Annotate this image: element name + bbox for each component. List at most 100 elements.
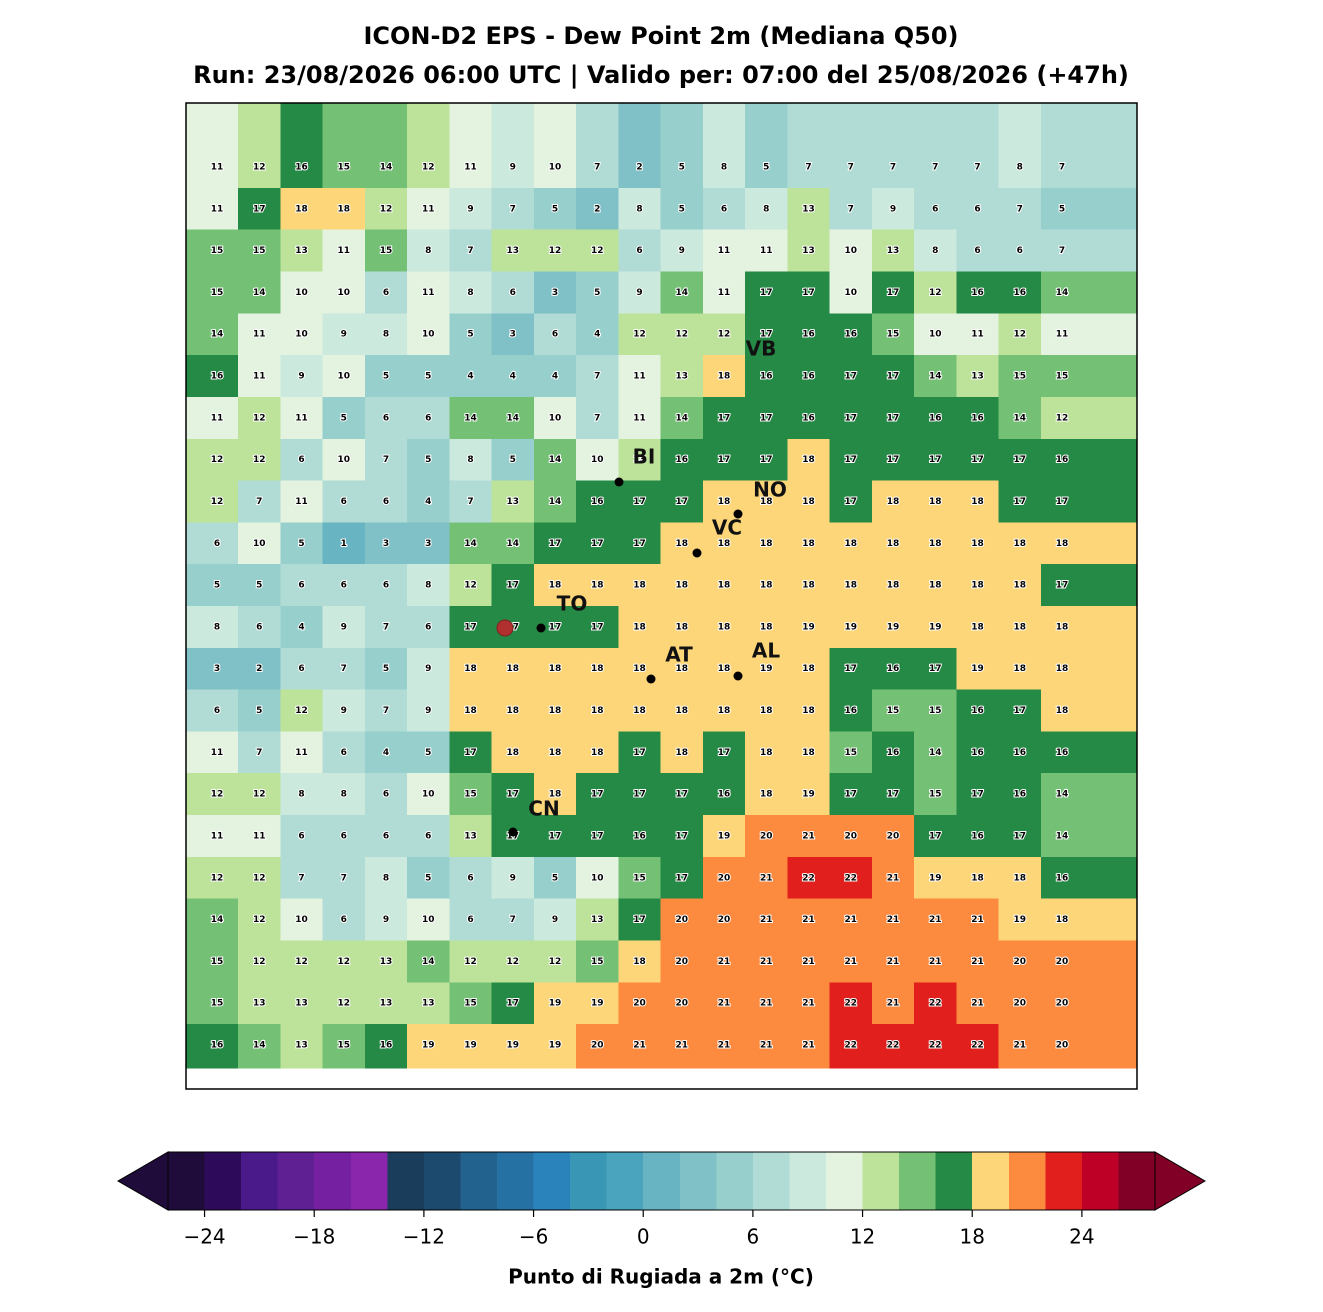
grid-value: 10 <box>295 288 308 298</box>
grid-cell <box>576 522 619 565</box>
grid-value: 22 <box>971 1041 984 1051</box>
grid-cell <box>618 187 662 231</box>
grid-cell <box>186 564 239 607</box>
grid-cell <box>702 103 746 189</box>
grid-cell <box>576 229 619 273</box>
grid-cell <box>956 103 1000 189</box>
grid-cell <box>660 773 704 816</box>
grid-cell <box>618 396 662 440</box>
grid-cell <box>322 856 366 900</box>
grid-value: 4 <box>298 622 304 632</box>
grid-value: 6 <box>636 246 642 256</box>
grid-value: 22 <box>929 1041 942 1051</box>
colorbar-bin <box>1081 1152 1119 1210</box>
grid-cell <box>914 689 957 732</box>
grid-value: 14 <box>253 1041 266 1051</box>
grid-value: 17 <box>929 831 942 841</box>
grid-cell <box>280 396 324 440</box>
grid-value: 17 <box>718 413 731 423</box>
colorbar-bin <box>241 1152 279 1210</box>
city-dot <box>733 671 743 681</box>
colorbar-bin <box>972 1152 1010 1210</box>
grid-value: 17 <box>929 664 942 674</box>
grid-cell <box>1040 898 1138 941</box>
grid-cell <box>618 731 662 774</box>
grid-value: 18 <box>633 664 646 674</box>
grid-cell <box>186 647 239 691</box>
grid-cell <box>745 1024 788 1069</box>
grid-value: 20 <box>591 1041 604 1051</box>
grid-cell <box>745 773 788 816</box>
grid-cell <box>407 940 450 983</box>
grid-cell <box>280 815 324 858</box>
grid-value: 13 <box>295 999 308 1009</box>
grid-cell <box>871 271 915 314</box>
grid-value: 13 <box>506 497 519 507</box>
grid-value: 11 <box>295 748 308 758</box>
grid-value: 6 <box>467 915 473 925</box>
grid-value: 22 <box>844 873 857 883</box>
colorbar-bin <box>533 1152 571 1210</box>
grid-value: 12 <box>253 873 266 883</box>
grid-value: 13 <box>802 204 815 214</box>
grid-value: 17 <box>1013 455 1026 465</box>
grid-value: 11 <box>211 831 224 841</box>
grid-cell <box>576 438 619 482</box>
grid-value: 7 <box>1059 246 1065 256</box>
grid-cell <box>186 982 239 1025</box>
grid-cell <box>491 564 535 607</box>
grid-cell <box>449 480 493 523</box>
grid-value: 18 <box>971 873 984 883</box>
grid-cell <box>829 982 873 1025</box>
grid-cell <box>660 438 704 482</box>
grid-value: 18 <box>549 790 562 800</box>
grid-value: 19 <box>1013 915 1026 925</box>
grid-cell <box>702 229 746 273</box>
grid-value: 10 <box>337 288 350 298</box>
grid-cell <box>238 480 281 523</box>
grid-cell <box>364 1024 408 1069</box>
grid-value: 17 <box>844 664 857 674</box>
grid-cell <box>364 689 408 732</box>
grid-value: 7 <box>974 163 980 173</box>
grid-cell <box>787 187 831 231</box>
grid-cell <box>660 856 704 900</box>
grid-cell <box>914 940 957 983</box>
grid-value: 13 <box>295 246 308 256</box>
grid-value: 18 <box>718 539 731 549</box>
grid-value: 16 <box>760 372 773 382</box>
grid-cell <box>364 396 408 440</box>
grid-cell <box>956 522 1000 565</box>
grid-cell <box>407 856 450 900</box>
grid-cell <box>702 898 746 941</box>
grid-cell <box>322 313 366 356</box>
grid-value: 5 <box>552 204 558 214</box>
grid-value: 6 <box>341 581 347 591</box>
grid-value: 16 <box>844 706 857 716</box>
grid-value: 20 <box>760 831 773 841</box>
grid-cell <box>280 731 324 774</box>
grid-cell <box>322 606 366 649</box>
colorbar-bin <box>752 1152 790 1210</box>
colorbar-bin <box>460 1152 498 1210</box>
grid-value: 15 <box>464 999 477 1009</box>
grid-value: 8 <box>1017 163 1023 173</box>
grid-value: 9 <box>298 372 304 382</box>
grid-cell <box>787 480 831 523</box>
grid-value: 9 <box>467 204 473 214</box>
grid-cell <box>829 898 873 941</box>
grid-value: 4 <box>594 330 600 340</box>
grid-cell <box>914 856 957 900</box>
grid-value: 12 <box>253 413 266 423</box>
grid-value: 10 <box>422 915 435 925</box>
grid-value: 21 <box>802 1041 815 1051</box>
grid-cell <box>914 271 957 314</box>
grid-value: 6 <box>425 413 431 423</box>
grid-cell <box>618 355 662 398</box>
grid-value: 17 <box>675 497 688 507</box>
grid-cell <box>787 1024 831 1069</box>
grid-cell <box>449 355 493 398</box>
grid-value: 13 <box>295 1041 308 1051</box>
grid-cell <box>745 271 788 314</box>
grid-cell <box>998 606 1042 649</box>
